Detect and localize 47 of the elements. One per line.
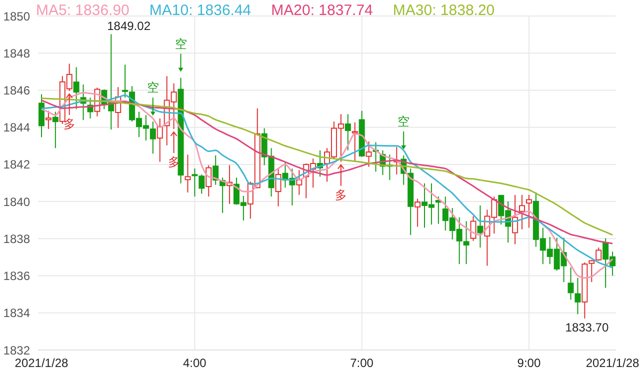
text: MA30: 1838.20 (392, 2, 495, 19)
text: MA5: 1836.90 (36, 2, 130, 19)
candlestick (45, 110, 52, 130)
x-tick-label: 4:00 (183, 356, 207, 368)
x-tick-label: 9:00 (517, 356, 541, 368)
text: 多 (334, 188, 347, 202)
text: 空 (398, 114, 410, 128)
y-tick-label: 1846 (3, 83, 30, 98)
y-tick-label: 1834 (3, 306, 30, 320)
candlestick (526, 194, 532, 228)
x-tick-label: 2021/1/28 (14, 356, 68, 368)
candlestick (366, 140, 372, 168)
candlestick (275, 168, 282, 207)
candlestick (184, 154, 191, 193)
candlestick (414, 198, 421, 228)
y-tick-label: 1848 (3, 46, 30, 60)
y-tick-label: 1832 (3, 343, 30, 358)
candlestick (519, 194, 526, 230)
text: MA20: 1837.74 (271, 2, 373, 19)
candlestick (296, 170, 302, 196)
x-tick-label: 2021/1/28 (586, 356, 640, 368)
text: 1833.70 (565, 320, 609, 334)
candlestick (477, 204, 484, 248)
candlestick (73, 66, 80, 110)
candlestick (568, 266, 574, 300)
candlestick (352, 122, 358, 162)
text: 空 (146, 80, 159, 95)
text: 空 (174, 36, 187, 51)
text: 多 (63, 116, 76, 131)
y-tick-label: 1838 (3, 232, 30, 246)
candlestick (156, 118, 163, 162)
y-tick-label: 1840 (3, 194, 30, 209)
y-tick-label: 1842 (3, 158, 30, 172)
candlestick (206, 164, 212, 198)
y-tick-label: 1850 (3, 9, 30, 24)
candlestick (212, 154, 219, 186)
candlestick (344, 114, 351, 151)
text: MA10: 1836.44 (149, 2, 252, 19)
x-tick-label: 7:00 (350, 356, 374, 368)
candlestick (574, 277, 581, 315)
text: 1849.02 (107, 19, 151, 34)
y-tick-label: 1844 (3, 120, 30, 135)
candlestick (596, 247, 602, 262)
candlestick (52, 111, 58, 149)
candlestick (38, 94, 44, 138)
candlestick (470, 216, 476, 242)
y-tick-label: 1836 (3, 269, 30, 284)
